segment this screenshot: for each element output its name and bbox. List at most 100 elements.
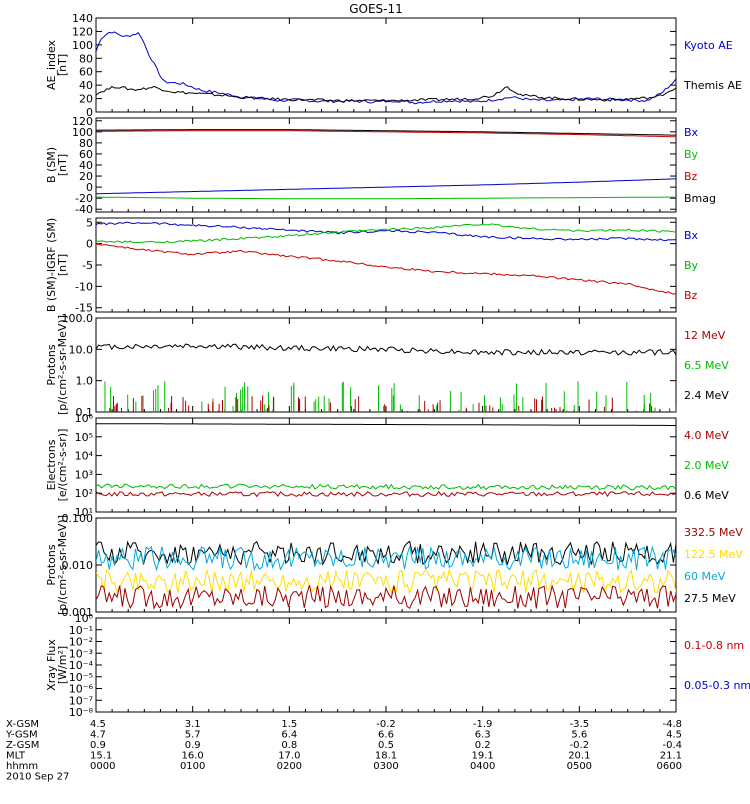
ephemeris-value: -1.9 xyxy=(473,719,493,730)
ephemeris-value: 19.1 xyxy=(472,751,494,762)
series-line xyxy=(96,423,676,426)
ephemeris-value: 15.1 xyxy=(90,751,112,762)
ephemeris-value: 0600 xyxy=(657,761,682,772)
series-layer xyxy=(96,423,676,498)
y-tick-label: -20 xyxy=(75,192,93,205)
chart-title: GOES-11 xyxy=(349,2,403,16)
ephemeris-table: X-GSM 4.5 3.1 1.5 -0.2 -1.9 -3.5 -4.8 Y-GSM 4.7 5.… xyxy=(5,719,682,783)
series-layer xyxy=(96,540,676,611)
y-axis-label-line: AE_index xyxy=(45,39,58,90)
y-tick-label: 0 xyxy=(86,238,93,251)
series-layer xyxy=(96,343,676,412)
y-tick-label: 20 xyxy=(79,170,93,183)
panel-protons-low: 0.11.010.0100.0Protons[p/(cm²-s-sr-MeV)]… xyxy=(45,312,729,419)
legend-entry: 4.0 MeV xyxy=(684,429,729,442)
y-tick-label: 0 xyxy=(86,181,93,194)
ephemeris-value: 17.0 xyxy=(278,751,300,762)
y-axis-label: Xray Flux[W/m²] xyxy=(45,639,69,691)
y-tick-label: 10⁻⁸ xyxy=(69,706,94,719)
y-tick-label: 60 xyxy=(79,66,93,79)
ephemeris-value: 4.5 xyxy=(90,719,106,730)
series-line xyxy=(96,584,676,611)
y-axis-label-line: B (SM) xyxy=(45,147,58,183)
y-tick-label: 10⁻⁷ xyxy=(69,694,93,707)
y-tick-label: 10³ xyxy=(75,468,93,481)
series-line xyxy=(96,31,676,105)
ephemeris-value: 18.1 xyxy=(375,751,397,762)
y-axis-label: Protons[p/(cm²-s-sr-MeV)] xyxy=(45,315,69,415)
ephemeris-value: 21.1 xyxy=(660,751,682,762)
series-line xyxy=(96,545,676,572)
series-line xyxy=(96,490,676,498)
ephemeris-value: 5.7 xyxy=(185,730,201,741)
legend-entry: 12 MeV xyxy=(684,329,726,342)
ephemeris-value: 0200 xyxy=(277,761,302,772)
ephemeris-value: 6.3 xyxy=(475,730,491,741)
ephemeris-value: 6.4 xyxy=(281,730,297,741)
series-line xyxy=(96,243,676,295)
y-tick-label: 0.1 xyxy=(76,406,94,419)
ephemeris-value: -0.2 xyxy=(376,719,396,730)
series-line xyxy=(96,223,676,244)
y-tick-label: 10⁻⁴ xyxy=(69,659,94,672)
y-tick-label: -5 xyxy=(82,259,93,272)
legend-entry: 332.5 MeV xyxy=(684,526,743,539)
y-tick-label: 40 xyxy=(79,159,93,172)
y-axis-label-line: [p/(cm²-s-sr-MeV)] xyxy=(56,515,69,615)
y-axis-label-line: [p/(cm²-s-sr-MeV)] xyxy=(56,315,69,415)
legend-entry: 0.6 MeV xyxy=(684,489,729,502)
legend-entry: Themis AE xyxy=(683,79,742,92)
y-tick-label: 10¹ xyxy=(75,506,93,519)
series-line xyxy=(96,540,676,566)
ephemeris-value: 3.1 xyxy=(185,719,201,730)
y-axis-label: Electrons[e/(cm²-s-sr)] xyxy=(45,429,69,502)
y-tick-label: 80 xyxy=(79,52,93,65)
y-tick-label: 100 xyxy=(72,126,93,139)
y-tick-label: 10⁻¹ xyxy=(69,624,93,637)
y-tick-label: -15 xyxy=(75,302,93,315)
ephemeris-value: -0.4 xyxy=(662,740,682,751)
y-tick-label: 120 xyxy=(72,115,93,128)
legend-entry: 2.0 MeV xyxy=(684,459,729,472)
legend-entry: Bmag xyxy=(684,192,716,205)
y-tick-label: 1.0 xyxy=(76,375,94,388)
y-tick-label: 10⁵ xyxy=(75,431,93,444)
ephemeris-value: 0.5 xyxy=(378,740,394,751)
ephemeris-value: -3.5 xyxy=(570,719,590,730)
series-line xyxy=(96,196,676,200)
ephemeris-value: 4.7 xyxy=(90,730,106,741)
series-line xyxy=(96,178,676,195)
ephemeris-value: -0.2 xyxy=(570,740,590,751)
y-tick-label: 40 xyxy=(79,79,93,92)
ephemeris-label: Z-GSM xyxy=(6,740,39,751)
y-axis-label-line: [nT] xyxy=(56,154,69,176)
ephemeris-value: 6.6 xyxy=(378,730,394,741)
ephemeris-label: Y-GSM xyxy=(5,730,38,741)
legend-entry: 122.5 MeV xyxy=(684,548,743,561)
y-tick-label: 140 xyxy=(72,12,93,25)
series-line xyxy=(96,567,676,595)
series-layer xyxy=(96,31,676,105)
panel-frame xyxy=(95,217,677,313)
series-line xyxy=(96,221,676,242)
panel-frame xyxy=(95,617,677,713)
y-tick-label: 0 xyxy=(86,106,93,119)
y-axis-label-line: B (SM)-IGRF (SM) xyxy=(45,218,58,312)
y-axis-label-line: [e/(cm²-s-sr)] xyxy=(56,429,69,502)
series-line xyxy=(96,130,676,138)
y-tick-label: 10⁻³ xyxy=(69,647,93,660)
panel-frame xyxy=(95,417,677,513)
y-axis-label-line: [nT] xyxy=(56,54,69,76)
ephemeris-value: 4.5 xyxy=(666,730,682,741)
legend-entry: 2.4 MeV xyxy=(684,389,729,402)
ephemeris-label: X-GSM xyxy=(6,719,39,730)
y-axis-label: B (SM)[nT] xyxy=(45,147,69,183)
y-tick-label: 100.0 xyxy=(62,312,94,325)
y-tick-label: 80 xyxy=(79,137,93,150)
y-tick-label: -40 xyxy=(75,203,93,216)
ephemeris-value: 0000 xyxy=(90,761,115,772)
legend-entry: Kyoto AE xyxy=(684,39,733,52)
series-line xyxy=(96,483,676,491)
